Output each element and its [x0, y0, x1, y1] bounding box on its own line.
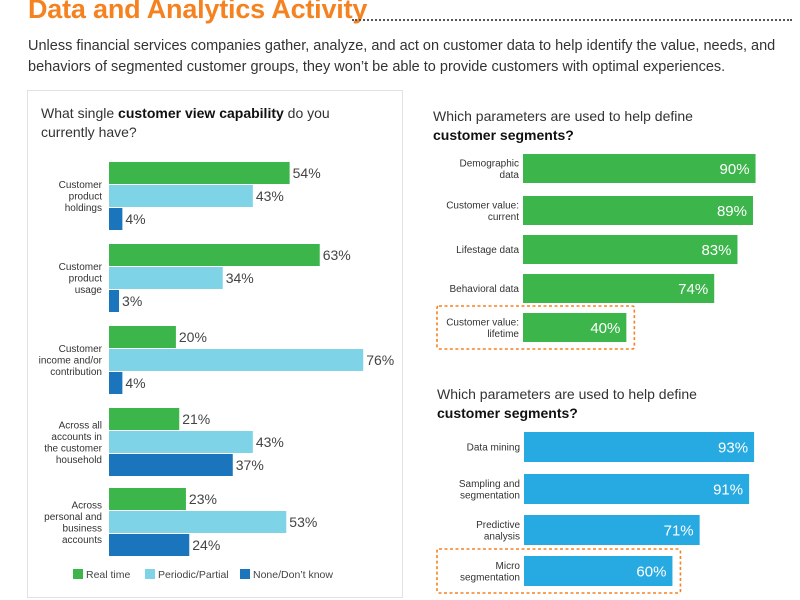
left-bar: [109, 162, 290, 184]
top-right-bar: [523, 313, 627, 342]
left-bar-value: 43%: [256, 434, 284, 450]
top-right-bar: [523, 235, 738, 264]
top-right-category-label: Behavioral data: [450, 284, 520, 295]
left-bar-value: 23%: [189, 491, 217, 507]
left-bar-value: 76%: [366, 352, 394, 368]
top-right-bar-value: 83%: [701, 242, 731, 259]
bottom-right-bar-value: 60%: [636, 564, 666, 581]
bottom-right-bar: [524, 474, 750, 504]
left-bar-value: 37%: [236, 457, 264, 473]
left-bar: [109, 349, 364, 371]
right-bottom-question-line: Which parameters are used to help define: [437, 386, 697, 402]
top-right-category-label: Customer value: lifetime: [446, 317, 519, 340]
top-right-bar-value: 40%: [590, 320, 620, 337]
top-right-category-label: Customer value: current: [446, 200, 519, 223]
left-bar: [109, 244, 320, 266]
right-top-question-line: Which parameters are used to help define: [433, 108, 693, 124]
bottom-right-category-label: Micro segmentation: [460, 561, 520, 584]
page-title: Data and Analytics Activity: [28, 0, 368, 24]
bottom-right-category-label: Sampling and segmentation: [459, 479, 520, 502]
top-right-bar: [523, 196, 753, 225]
top-right-category-label: Demographic data: [460, 158, 520, 181]
intro-paragraph: Unless financial services companies gath…: [28, 38, 776, 75]
right-bottom-question-bold: customer segments?: [437, 405, 578, 421]
left-chart-question: What single customer view capability do …: [41, 104, 361, 142]
bottom-right-highlight-box: [436, 548, 682, 594]
top-right-bar: [523, 154, 756, 183]
bottom-right-bar-value: 71%: [664, 523, 694, 540]
left-bar: [109, 511, 287, 533]
bottom-right-bar-value: 93%: [718, 440, 748, 457]
bottom-right-category-label: Predictive analysis: [476, 520, 520, 543]
left-category-label: Across personal and business accounts: [44, 500, 102, 546]
top-right-bar-value: 74%: [678, 281, 708, 298]
left-category-label: Across all accounts in the customer househo…: [44, 420, 102, 466]
legend-swatch: [145, 569, 155, 579]
legend-swatch: [73, 569, 83, 579]
left-question-post: do you currently have?: [41, 105, 330, 140]
left-question-bold: customer view capability: [118, 105, 284, 121]
left-bar: [109, 290, 120, 312]
left-bar: [109, 408, 180, 430]
bottom-right-category-label: Data mining: [467, 443, 520, 454]
left-chart-panel: [27, 90, 403, 598]
top-right-bar-value: 89%: [717, 203, 747, 220]
legend-label: Periodic/Partial: [158, 569, 229, 581]
left-bar: [109, 208, 123, 230]
left-bar: [109, 454, 233, 476]
title-dotted-rule: [352, 19, 792, 21]
left-bar-value: 3%: [122, 293, 142, 309]
left-bar-value: 24%: [192, 537, 220, 553]
left-bar: [109, 431, 253, 453]
left-bar-value: 54%: [293, 165, 321, 181]
bottom-right-bar: [524, 432, 755, 462]
top-right-category-label: Lifestage data: [456, 245, 519, 256]
left-bar-value: 4%: [125, 211, 145, 227]
left-question-pre: What single: [41, 105, 119, 121]
left-bar: [109, 185, 253, 207]
left-bar: [109, 267, 223, 289]
left-bar-value: 4%: [125, 375, 145, 391]
right-bottom-question: Which parameters are used to help define…: [437, 385, 777, 423]
legend-label: Real time: [86, 569, 131, 581]
right-top-question: Which parameters are used to help define…: [433, 107, 773, 145]
left-bar: [109, 372, 123, 394]
bottom-right-bar: [524, 556, 673, 586]
left-bar-value: 43%: [256, 188, 284, 204]
legend-label: None/Don’t know: [253, 569, 333, 581]
left-bar: [109, 326, 176, 348]
left-category-label: Customer income and/or contribution: [39, 344, 103, 378]
left-bar-value: 63%: [323, 247, 351, 263]
top-right-bar: [523, 274, 715, 303]
left-bar-value: 21%: [182, 411, 210, 427]
left-category-label: Customer product holdings: [59, 180, 103, 214]
bottom-right-bar-value: 91%: [713, 482, 743, 499]
left-bar-value: 53%: [289, 514, 317, 530]
left-bar-value: 34%: [226, 270, 254, 286]
legend-swatch: [240, 569, 250, 579]
bottom-right-bar: [524, 515, 700, 545]
right-top-question-bold: customer segments?: [433, 127, 574, 143]
top-right-highlight-box: [436, 305, 636, 350]
left-bar-value: 20%: [179, 329, 207, 345]
left-category-label: Customer product usage: [59, 262, 103, 296]
top-right-bar-value: 90%: [720, 161, 750, 178]
left-bar: [109, 534, 190, 556]
left-bar: [109, 488, 186, 510]
